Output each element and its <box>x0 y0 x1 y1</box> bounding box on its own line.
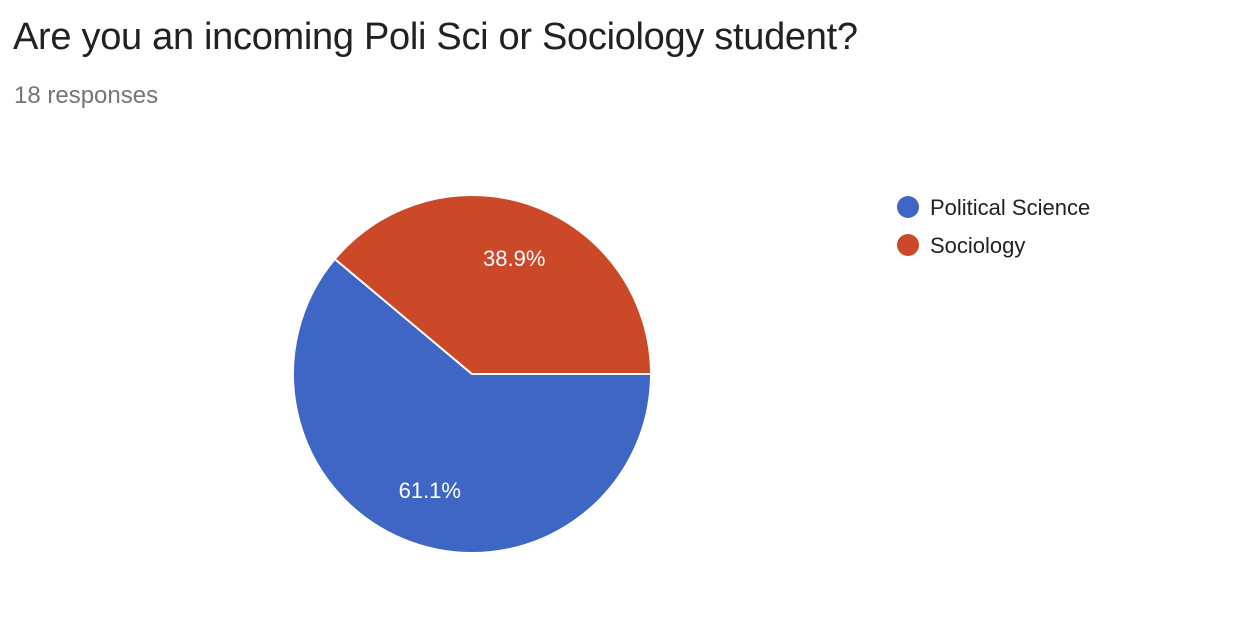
legend-label-sociology: Sociology <box>930 233 1025 258</box>
pie-slices <box>292 194 653 554</box>
pie-slice-political-science[interactable] <box>292 257 653 554</box>
slice-label-political-science: 61.1% <box>399 478 461 503</box>
legend: Political Science Sociology <box>897 195 1090 258</box>
legend-marker-political-science <box>897 196 919 218</box>
response-count: 18 responses <box>14 82 159 109</box>
pie-slice-sociology[interactable] <box>333 194 653 375</box>
legend-item-political-science[interactable]: Political Science <box>897 195 1090 220</box>
pie-labels: 61.1% 38.9% <box>399 246 546 503</box>
legend-item-sociology[interactable]: Sociology <box>897 233 1025 258</box>
legend-marker-sociology <box>897 234 919 256</box>
legend-label-political-science: Political Science <box>930 195 1090 220</box>
slice-label-sociology: 38.9% <box>483 246 545 271</box>
question-title: Are you an incoming Poli Sci or Sociolog… <box>13 16 858 58</box>
